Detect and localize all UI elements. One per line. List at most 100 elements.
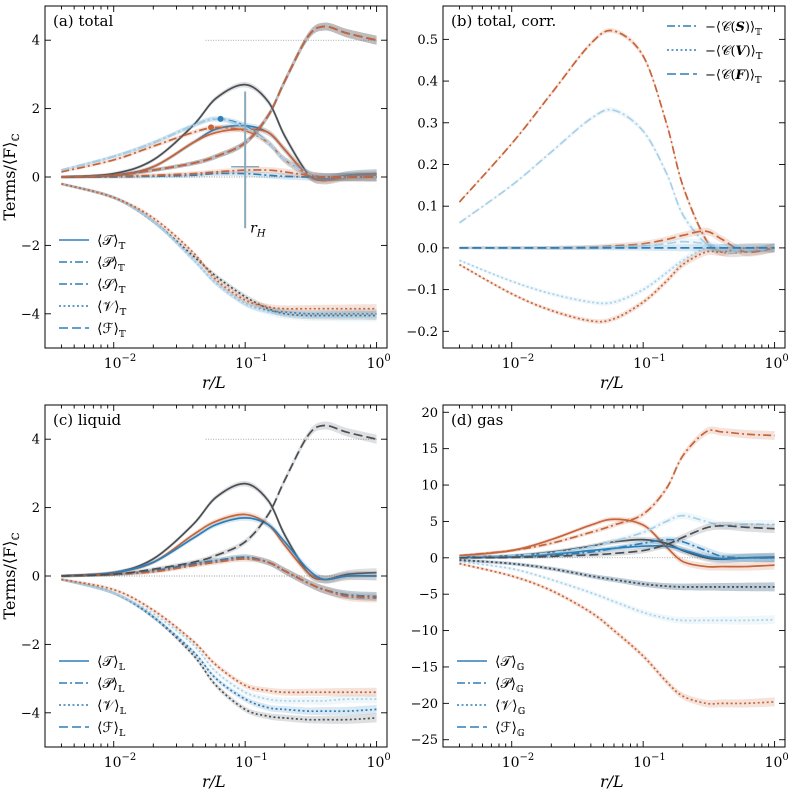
rh-annotation-sub: H xyxy=(256,228,266,239)
legend-entry-sub: 𝕋 xyxy=(118,264,125,274)
y-tick-label: 0.2 xyxy=(417,158,438,173)
x-tick-label: 100 xyxy=(765,752,789,771)
legend-entry-sub: 𝕃 xyxy=(118,685,125,695)
x-tick-label: 10−1 xyxy=(633,752,666,771)
series-line xyxy=(61,172,377,178)
series-line xyxy=(458,108,775,254)
y-tick-label: −2 xyxy=(21,638,40,653)
panel-title: (a) total xyxy=(53,12,113,30)
legend-entry-close: )⟩ xyxy=(746,44,756,59)
plot-area xyxy=(459,426,775,708)
panel-1: rH 10−2 10−1 100 r/L −4 −2 0 2 4 Terms/⟨F⟩ℂ (a) tot… xyxy=(0,5,391,392)
x-tick-label: 100 xyxy=(367,353,391,372)
series-line xyxy=(61,183,377,315)
series-line xyxy=(61,183,377,319)
y-tick-label: 0.1 xyxy=(417,200,438,215)
peak-marker-blue xyxy=(217,115,224,122)
y-tick-label: 5 xyxy=(430,515,438,530)
x-tick-label: 10−2 xyxy=(104,353,137,372)
series-band xyxy=(61,124,377,182)
series-line xyxy=(459,246,775,323)
legend: ⟨𝒯⟩𝕃 ⟨𝒫⟩𝕃 ⟨𝒱⟩𝕃 ⟨ℱ⟩𝕃 xyxy=(59,654,127,739)
series-band xyxy=(459,558,775,592)
y-axis-label-sub: ℂ xyxy=(11,134,22,142)
legend-entry: ⟨𝒯⟩𝕋 xyxy=(97,233,126,252)
y-tick-label: 0.5 xyxy=(417,33,438,48)
legend-entry: −⟨𝒞(S)⟩𝕋 xyxy=(705,20,762,38)
legend-entry-sub: 𝔾 xyxy=(518,707,526,717)
x-tick-label: 100 xyxy=(367,752,391,771)
y-tick-label: 15 xyxy=(421,442,438,457)
y-tick-label: 2 xyxy=(32,102,40,117)
series-band xyxy=(61,126,377,185)
y-tick-label: −10 xyxy=(411,624,438,639)
x-tick-exponent: 0 xyxy=(782,353,788,364)
legend-entry-sub: 𝕋 xyxy=(755,76,762,86)
y-tick-label: 4 xyxy=(32,433,40,448)
y-tick-label: 10 xyxy=(421,479,438,494)
legend-entry: ⟨ℱ⟩𝕃 xyxy=(97,720,126,739)
series-band xyxy=(459,243,775,306)
x-axis-label: r/L xyxy=(600,373,624,392)
series-band xyxy=(459,426,775,557)
series-line xyxy=(459,559,775,588)
series-band xyxy=(61,116,377,182)
legend-entry: −⟨𝒞(V)⟩𝕋 xyxy=(705,44,763,62)
x-axis-label: r/L xyxy=(202,373,226,392)
series-line xyxy=(61,578,377,702)
series-line xyxy=(61,118,377,179)
series-line xyxy=(61,517,377,581)
series-line xyxy=(61,578,377,713)
series-line xyxy=(61,578,377,694)
series-line xyxy=(61,482,377,581)
y-tick-label: −5 xyxy=(419,588,438,603)
legend-entry: ⟨𝒯⟩𝔾 xyxy=(495,654,524,673)
x-tick-exponent: 0 xyxy=(384,353,390,364)
x-tick-label: 10−2 xyxy=(104,752,137,771)
series-band xyxy=(459,542,775,563)
legend-entry: −⟨𝒞(F)⟩𝕋 xyxy=(705,68,762,86)
legend-entry-sub: 𝕋 xyxy=(755,28,762,38)
y-tick-label: 0 xyxy=(430,551,438,566)
series-line xyxy=(61,183,377,310)
legend: −⟨𝒞(S)⟩𝕋 −⟨𝒞(V)⟩𝕋 −⟨𝒞(F)⟩𝕋 xyxy=(667,20,763,86)
y-tick-label: 0 xyxy=(32,171,40,186)
legend-entry-sub: 𝕋 xyxy=(119,330,126,340)
series-line xyxy=(61,578,377,721)
legend-entry-close: )⟩ xyxy=(745,20,755,35)
y-tick-label: −25 xyxy=(411,733,438,748)
y-tick-label: −0.1 xyxy=(406,283,438,298)
series-line xyxy=(61,126,377,179)
series-band xyxy=(61,182,377,319)
series-band xyxy=(61,556,377,603)
x-axis-label: r/L xyxy=(600,772,624,791)
x-tick-label: 10−1 xyxy=(235,353,268,372)
legend: ⟨𝒯⟩𝕋 ⟨𝒫⟩𝕋 ⟨𝒮⟩𝕋 ⟨𝒱⟩𝕋 ⟨ℱ⟩𝕋 xyxy=(59,233,127,340)
legend-entry: ⟨𝒮⟩𝕋 xyxy=(97,277,126,296)
x-tick-label: 10−2 xyxy=(502,752,535,771)
series-band xyxy=(459,28,775,258)
y-tick-label: −0.2 xyxy=(406,325,438,340)
y-tick-label: 20 xyxy=(421,406,438,421)
legend-entry-sub: 𝔾 xyxy=(516,685,524,695)
legend-entry: ⟨ℱ⟩𝔾 xyxy=(495,720,525,739)
x-tick-label: 10−2 xyxy=(502,353,535,372)
legend-entry-sub: 𝕃 xyxy=(120,707,127,717)
legend-entry: ⟨𝒱⟩𝕋 xyxy=(97,299,127,318)
plot-area xyxy=(61,421,377,724)
series-band xyxy=(459,536,775,563)
x-tick-exponent: −1 xyxy=(651,353,666,364)
x-tick-label: 100 xyxy=(765,353,789,372)
y-tick-label: −2 xyxy=(21,239,40,254)
panel-3: 10−2 10−1 100 r/L −4 −2 0 2 4 Terms/⟨F⟩ℂ (c) liqui… xyxy=(0,404,391,791)
panel-title: (d) gas xyxy=(451,411,503,429)
y-axis-label: Terms/⟨F⟩ℂ xyxy=(0,533,22,620)
series-line xyxy=(459,230,775,254)
x-axis-label: r/L xyxy=(202,772,226,791)
x-tick-exponent: −2 xyxy=(520,353,535,364)
series-line xyxy=(61,169,377,178)
series-line xyxy=(61,128,377,182)
legend-entry-sub: 𝔾 xyxy=(517,663,525,673)
x-tick-exponent: 0 xyxy=(782,752,788,763)
